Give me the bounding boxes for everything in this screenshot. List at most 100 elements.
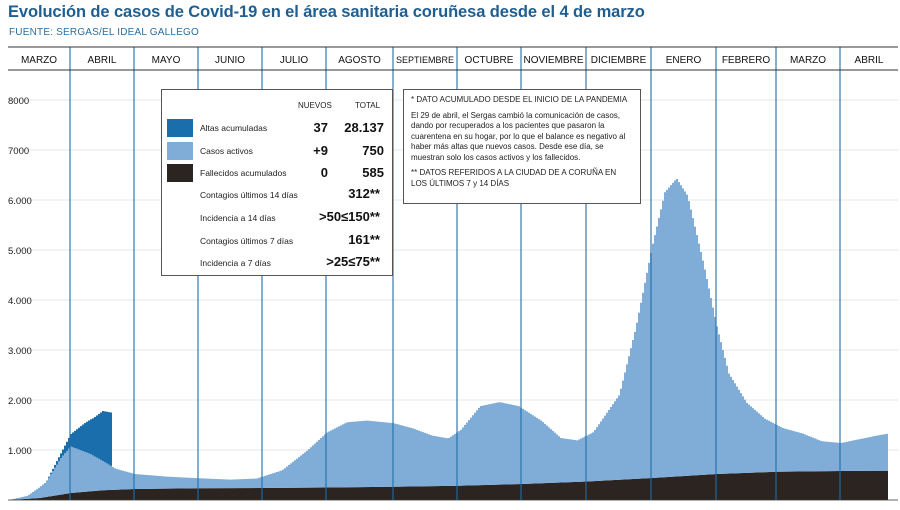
deaths-column: [336, 487, 338, 500]
active-column: [426, 433, 428, 487]
active-column: [108, 464, 110, 491]
deaths-column: [100, 490, 102, 500]
active-column: [692, 218, 694, 476]
month-label: FEBRERO: [722, 55, 771, 66]
deaths-column: [636, 478, 638, 500]
deaths-column: [474, 485, 476, 500]
active-column: [612, 404, 614, 481]
deaths-column: [302, 487, 304, 500]
active-column: [238, 479, 240, 489]
active-column: [250, 478, 252, 489]
deaths-column: [320, 487, 322, 500]
deaths-column: [400, 486, 402, 500]
stat-value: 312**: [348, 186, 380, 201]
stat-incidencia-14: Incidencia a 14 días >50≤150**: [162, 209, 392, 227]
deaths-column: [470, 485, 472, 500]
active-column: [278, 471, 280, 488]
deaths-column: [832, 471, 834, 500]
active-column: [206, 478, 208, 489]
deaths-column: [858, 470, 860, 500]
active-column: [22, 496, 24, 500]
stat-contagios-14: Contagios últimos 14 días 312**: [162, 186, 392, 204]
active-column: [242, 479, 244, 489]
deaths-column: [776, 471, 778, 500]
active-column: [28, 494, 30, 499]
deaths-column: [760, 472, 762, 500]
deaths-column: [120, 489, 122, 500]
deaths-column: [130, 489, 132, 500]
note-method-change: El 29 de abril, el Sergas cambió la comu…: [411, 110, 626, 162]
active-column: [212, 478, 214, 489]
active-column: [330, 430, 332, 488]
active-column: [690, 209, 692, 476]
deaths-column: [692, 475, 694, 500]
deaths-column: [576, 481, 578, 500]
active-column: [436, 436, 438, 487]
deaths-column: [382, 486, 384, 500]
deaths-column: [714, 474, 716, 500]
deaths-column: [594, 481, 596, 500]
deaths-column: [814, 471, 816, 500]
deaths-column: [122, 489, 124, 500]
active-column: [512, 404, 514, 485]
deaths-column: [628, 479, 630, 500]
deaths-column: [318, 487, 320, 500]
deaths-column: [854, 470, 856, 500]
active-column: [578, 439, 580, 482]
deaths-column: [700, 474, 702, 500]
active-column: [536, 417, 538, 484]
deaths-column: [64, 493, 66, 500]
active-column: [104, 462, 106, 491]
active-column: [766, 419, 768, 473]
deaths-column: [388, 486, 390, 500]
deaths-column: [504, 484, 506, 500]
active-column: [204, 478, 206, 489]
active-column: [594, 429, 596, 482]
active-column: [356, 421, 358, 488]
active-column: [202, 478, 204, 489]
deaths-column: [882, 470, 884, 500]
deaths-column: [442, 485, 444, 500]
deaths-column: [78, 492, 80, 500]
active-column: [154, 475, 156, 489]
active-column: [628, 356, 630, 480]
active-column: [342, 424, 344, 488]
deaths-column: [412, 486, 414, 500]
active-column: [836, 442, 838, 472]
active-column: [722, 350, 724, 474]
active-column: [102, 461, 104, 491]
active-column: [454, 433, 456, 486]
active-column: [782, 427, 784, 472]
active-column: [270, 473, 272, 488]
deaths-column: [824, 471, 826, 500]
deaths-column: [468, 485, 470, 500]
active-column: [316, 441, 318, 488]
legend-total-activos: 750: [362, 143, 384, 158]
month-label: MARZO: [21, 55, 57, 66]
deaths-column: [772, 471, 774, 500]
deaths-column: [588, 481, 590, 500]
deaths-column: [368, 487, 370, 500]
active-column: [556, 434, 558, 483]
deaths-column: [868, 470, 870, 500]
active-column: [50, 474, 52, 497]
deaths-column: [58, 494, 60, 500]
active-column: [532, 415, 534, 484]
active-column: [100, 459, 102, 491]
deaths-column: [792, 471, 794, 500]
active-column: [98, 458, 100, 491]
deaths-column: [744, 472, 746, 500]
deaths-column: [166, 488, 168, 500]
active-column: [700, 252, 702, 475]
deaths-column: [602, 480, 604, 500]
deaths-column: [312, 487, 314, 500]
active-column: [364, 420, 366, 488]
deaths-column: [724, 473, 726, 500]
legend-row-fallecidos: Fallecidos acumulados 0 585: [162, 164, 392, 182]
deaths-column: [308, 487, 310, 500]
active-column: [114, 468, 116, 490]
active-column: [136, 474, 138, 489]
deaths-column: [198, 488, 200, 500]
deaths-column: [740, 473, 742, 500]
active-column: [614, 401, 616, 480]
